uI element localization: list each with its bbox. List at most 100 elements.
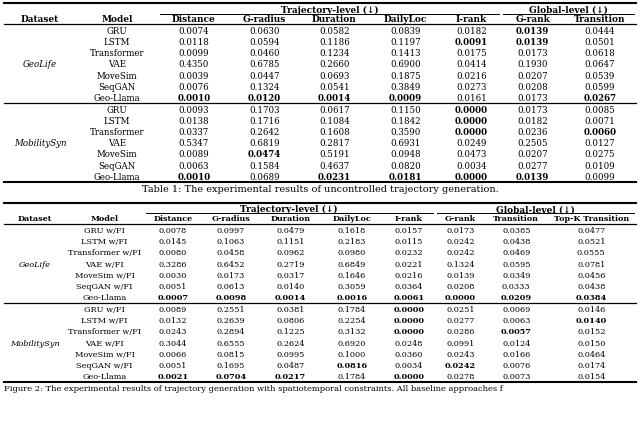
Text: 0.0273: 0.0273: [456, 83, 486, 92]
Text: 0.5347: 0.5347: [179, 139, 209, 148]
Text: GRU w/FI: GRU w/FI: [84, 227, 125, 235]
Text: MoveSim: MoveSim: [97, 71, 137, 81]
Text: VAE: VAE: [108, 60, 126, 69]
Text: 0.0286: 0.0286: [446, 329, 475, 336]
Text: 0.6555: 0.6555: [217, 340, 245, 348]
Text: 0.0539: 0.0539: [585, 71, 615, 81]
Text: 0.0221: 0.0221: [395, 261, 423, 269]
Text: 0.0146: 0.0146: [577, 306, 605, 314]
Text: 0.0157: 0.0157: [395, 227, 423, 235]
Text: 0.0438: 0.0438: [502, 238, 531, 246]
Text: 0.0217: 0.0217: [275, 373, 306, 381]
Text: Transformer w/FI: Transformer w/FI: [68, 249, 141, 258]
Text: 0.0010: 0.0010: [177, 173, 211, 182]
Text: 0.0000: 0.0000: [455, 128, 488, 137]
Text: 0.0140: 0.0140: [276, 283, 305, 291]
Text: 0.0139: 0.0139: [516, 173, 549, 182]
Text: 0.1930: 0.1930: [517, 60, 548, 69]
Text: 0.0521: 0.0521: [577, 238, 605, 246]
Text: 0.0166: 0.0166: [502, 351, 531, 359]
Text: Top-K Transition: Top-K Transition: [554, 215, 629, 223]
Text: 0.2719: 0.2719: [276, 261, 305, 269]
Text: 0.0080: 0.0080: [159, 249, 187, 258]
Text: 0.0061: 0.0061: [394, 294, 424, 302]
Text: 0.0384: 0.0384: [575, 294, 607, 302]
Text: 0.3590: 0.3590: [390, 128, 420, 137]
Text: 0.0414: 0.0414: [456, 60, 486, 69]
Text: 0.0995: 0.0995: [276, 351, 305, 359]
Text: 0.0582: 0.0582: [319, 27, 349, 36]
Text: Global-level (↓): Global-level (↓): [529, 6, 608, 14]
Text: 0.6452: 0.6452: [217, 261, 245, 269]
Text: 0.0000: 0.0000: [394, 373, 424, 381]
Text: 0.3849: 0.3849: [390, 83, 420, 92]
Text: 0.0267: 0.0267: [584, 94, 616, 103]
Text: 0.0447: 0.0447: [250, 71, 280, 81]
Text: 0.6920: 0.6920: [338, 340, 366, 348]
Text: 0.0139: 0.0139: [516, 27, 549, 36]
Text: 0.1324: 0.1324: [250, 83, 280, 92]
Text: 0.0689: 0.0689: [250, 173, 280, 182]
Text: 0.0232: 0.0232: [395, 249, 423, 258]
Text: 0.0074: 0.0074: [179, 27, 209, 36]
Text: MoveSim w/FI: MoveSim w/FI: [75, 351, 134, 359]
Text: 0.0469: 0.0469: [502, 249, 531, 258]
Text: 0.1197: 0.1197: [390, 38, 420, 47]
Text: 0.0000: 0.0000: [455, 106, 488, 115]
Text: 0.0021: 0.0021: [157, 373, 188, 381]
Text: 0.0333: 0.0333: [502, 283, 531, 291]
Text: G-rank: G-rank: [445, 215, 476, 223]
Text: 0.0089: 0.0089: [179, 150, 209, 159]
Text: 0.0016: 0.0016: [336, 294, 367, 302]
Text: 0.0349: 0.0349: [502, 272, 531, 280]
Text: 0.0173: 0.0173: [217, 272, 245, 280]
Text: 0.0115: 0.0115: [395, 238, 423, 246]
Text: 0.0242: 0.0242: [446, 238, 475, 246]
Text: 0.0173: 0.0173: [517, 94, 548, 103]
Text: 0.0139: 0.0139: [446, 272, 475, 280]
Text: 0.1234: 0.1234: [319, 49, 349, 58]
Text: 0.0174: 0.0174: [577, 362, 605, 370]
Text: 0.0120: 0.0120: [248, 94, 282, 103]
Text: 0.0073: 0.0073: [502, 373, 531, 381]
Text: 0.4350: 0.4350: [179, 60, 209, 69]
Text: 0.0057: 0.0057: [501, 329, 532, 336]
Text: 0.0693: 0.0693: [319, 71, 349, 81]
Text: 0.0063: 0.0063: [502, 317, 531, 325]
Text: VAE: VAE: [108, 139, 126, 148]
Text: VAE w/FI: VAE w/FI: [85, 261, 124, 269]
Text: 0.4637: 0.4637: [319, 162, 349, 171]
Text: Geo-Llama: Geo-Llama: [83, 294, 127, 302]
Text: 0.0948: 0.0948: [390, 150, 420, 159]
Text: LSTM w/FI: LSTM w/FI: [81, 317, 128, 325]
Text: 0.0277: 0.0277: [517, 162, 548, 171]
Text: 0.0444: 0.0444: [585, 27, 615, 36]
Text: 0.2254: 0.2254: [337, 317, 366, 325]
Text: 0.0456: 0.0456: [577, 272, 605, 280]
Text: Transformer w/FI: Transformer w/FI: [68, 329, 141, 336]
Text: GRU w/FI: GRU w/FI: [84, 306, 125, 314]
Text: 0.0089: 0.0089: [159, 306, 187, 314]
Text: 0.0317: 0.0317: [276, 272, 305, 280]
Text: 0.1150: 0.1150: [390, 106, 420, 115]
Text: 0.0063: 0.0063: [179, 162, 209, 171]
Text: 0.0010: 0.0010: [177, 94, 211, 103]
Text: G-rank: G-rank: [515, 14, 550, 23]
Text: 0.2894: 0.2894: [217, 329, 245, 336]
Text: 0.0173: 0.0173: [517, 106, 548, 115]
Text: Model: Model: [91, 215, 118, 223]
Text: LSTM w/FI: LSTM w/FI: [81, 238, 128, 246]
Text: MoveSim: MoveSim: [97, 150, 137, 159]
Text: 0.0076: 0.0076: [179, 83, 209, 92]
Text: 0.5191: 0.5191: [319, 150, 349, 159]
Text: 0.1784: 0.1784: [338, 373, 366, 381]
Text: 0.1186: 0.1186: [319, 38, 350, 47]
Text: I-rank: I-rank: [395, 215, 423, 223]
Text: GeoLife: GeoLife: [19, 261, 51, 269]
Text: 0.0479: 0.0479: [276, 227, 305, 235]
Text: Global-level (↓): Global-level (↓): [496, 205, 575, 214]
Text: 0.0109: 0.0109: [584, 162, 615, 171]
Text: 0.0182: 0.0182: [517, 117, 548, 126]
Text: 0.2660: 0.2660: [319, 60, 349, 69]
Text: 0.2551: 0.2551: [217, 306, 245, 314]
